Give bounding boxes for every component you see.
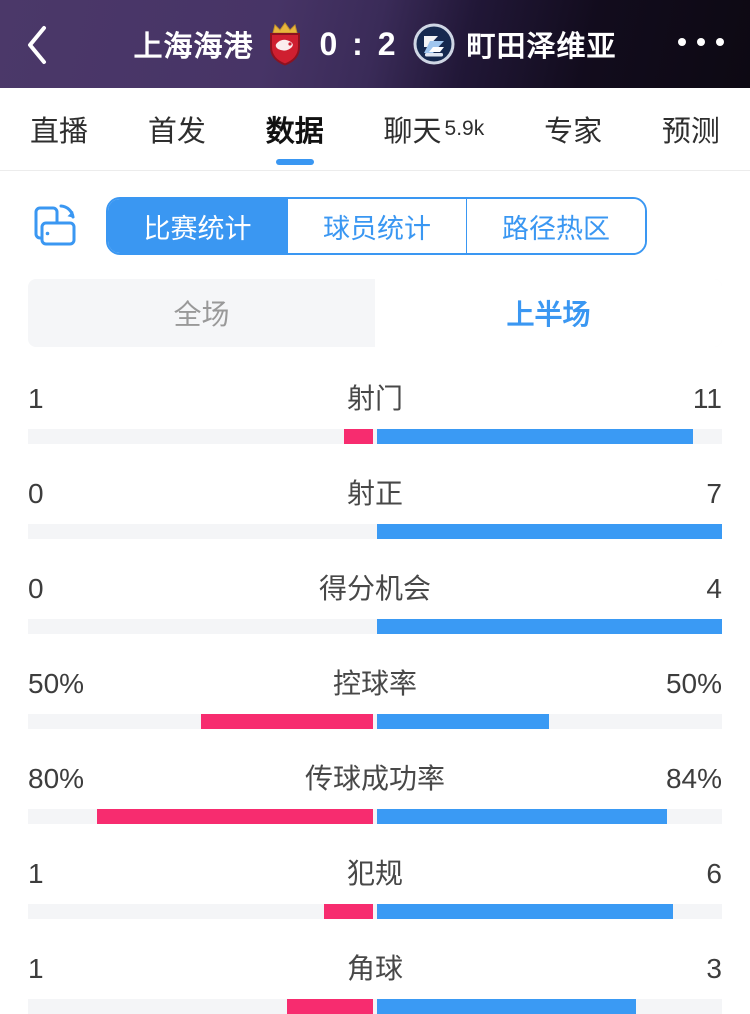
ellipsis-dot-icon xyxy=(697,38,705,46)
nav-tab-数据[interactable]: 数据 xyxy=(264,88,326,170)
chevron-left-icon xyxy=(28,26,46,64)
away-stat-bar xyxy=(377,904,673,919)
match-score-bar: 上海海港 0 : 2 町田泽维亚 xyxy=(133,21,616,67)
home-stat-bar xyxy=(286,999,373,1014)
stat-bar-track xyxy=(28,904,722,919)
rotate-screen-icon xyxy=(34,204,76,246)
home-stat-bar xyxy=(200,714,373,729)
away-team-badge-icon xyxy=(413,23,455,65)
stat-name: 传球成功率 xyxy=(304,763,445,794)
home-stat-bar xyxy=(344,429,373,444)
stat-row-传球成功率: 80% 传球成功率 84% xyxy=(28,757,722,824)
stat-name: 射正 xyxy=(346,478,403,509)
away-stat-value: 11 xyxy=(692,383,722,414)
stat-labels: 0 射正 7 xyxy=(28,472,722,512)
stat-tab-比赛统计[interactable]: 比赛统计 xyxy=(108,199,287,253)
away-stat-bar xyxy=(377,524,722,539)
stat-labels: 80% 传球成功率 84% xyxy=(28,757,722,797)
stat-controls-row: 比赛统计 球员统计 路径热区 xyxy=(28,197,722,255)
nav-tab-首发[interactable]: 首发 xyxy=(146,88,208,170)
stat-tab-球员统计[interactable]: 球员统计 xyxy=(287,199,466,253)
stat-labels: 1 射门 11 xyxy=(28,377,722,417)
stat-row-犯规: 1 犯规 6 xyxy=(28,852,722,919)
away-stat-value: 84% xyxy=(665,763,722,794)
nav-tab-label: 首发 xyxy=(147,116,206,148)
stat-name: 控球率 xyxy=(332,668,417,699)
away-team-name: 町田泽维亚 xyxy=(466,31,617,63)
nav-tab-直播[interactable]: 直播 xyxy=(28,88,90,170)
period-tab-上半场[interactable]: 上半场 xyxy=(375,279,722,347)
away-stat-value: 4 xyxy=(706,573,722,604)
stat-labels: 0 得分机会 4 xyxy=(28,567,722,607)
score-text: 0 : 2 xyxy=(319,25,399,62)
nav-tab-label: 聊天 xyxy=(383,116,442,148)
home-stat-bar xyxy=(323,904,373,919)
away-stat-bar xyxy=(377,714,550,729)
stat-labels: 50% 控球率 50% xyxy=(28,662,722,702)
away-stat-bar xyxy=(377,619,722,634)
home-stat-value: 50% xyxy=(28,668,85,699)
match-stats-list: 1 射门 11 0 射正 7 0 得分机会 4 50% 控球率 50% 80% 传球成功率 84% 1 犯规 6 1… xyxy=(28,377,722,1014)
ellipsis-dot-icon xyxy=(678,38,686,46)
rotate-screen-button[interactable] xyxy=(28,198,82,254)
home-stat-value: 1 xyxy=(28,858,44,889)
away-stat-bar xyxy=(377,809,667,824)
away-stat-value: 7 xyxy=(706,478,722,509)
stat-name: 射门 xyxy=(346,383,403,414)
stat-row-角球: 1 角球 3 xyxy=(28,947,722,1014)
away-stat-value: 50% xyxy=(665,668,722,699)
home-team-badge-icon xyxy=(270,22,301,66)
nav-tab-bar: 直播 首发 数据 聊天 5.9k 专家 预测 xyxy=(0,88,750,171)
home-stat-value: 0 xyxy=(28,573,44,604)
back-button[interactable] xyxy=(24,24,50,66)
stat-bar-track xyxy=(28,809,722,824)
away-stat-bar xyxy=(377,999,636,1014)
period-toggle: 全场 上半场 xyxy=(28,279,722,347)
nav-tab-count-badge: 5.9k xyxy=(444,117,485,140)
stat-bar-track xyxy=(28,619,722,634)
period-tab-全场[interactable]: 全场 xyxy=(173,299,230,330)
stat-bar-track xyxy=(28,524,722,539)
home-stat-value: 1 xyxy=(28,383,44,414)
stat-labels: 1 犯规 6 xyxy=(28,852,722,892)
home-stat-bar xyxy=(97,809,373,824)
nav-tab-label: 专家 xyxy=(544,116,603,148)
stat-bar-track xyxy=(28,999,722,1014)
stat-row-射门: 1 射门 11 xyxy=(28,377,722,444)
stat-row-控球率: 50% 控球率 50% xyxy=(28,662,722,729)
stat-labels: 1 角球 3 xyxy=(28,947,722,987)
nav-tab-预测[interactable]: 预测 xyxy=(660,88,722,170)
stat-type-segmented-control: 比赛统计 球员统计 路径热区 xyxy=(106,197,647,255)
home-stat-value: 0 xyxy=(28,478,44,509)
nav-tab-专家[interactable]: 专家 xyxy=(542,88,604,170)
stat-name: 犯规 xyxy=(346,858,403,889)
ellipsis-dot-icon xyxy=(716,38,724,46)
away-stat-value: 6 xyxy=(706,858,722,889)
away-stat-bar xyxy=(377,429,694,444)
stat-name: 得分机会 xyxy=(318,573,431,604)
stat-row-得分机会: 0 得分机会 4 xyxy=(28,567,722,634)
home-team-name: 上海海港 xyxy=(133,31,254,63)
stat-row-射正: 0 射正 7 xyxy=(28,472,722,539)
stat-bar-track xyxy=(28,714,722,729)
nav-tab-label: 预测 xyxy=(661,116,720,148)
match-header: 上海海港 0 : 2 町田泽维亚 xyxy=(0,0,750,88)
stat-bar-track xyxy=(28,429,722,444)
stat-tab-路径热区[interactable]: 路径热区 xyxy=(466,199,645,253)
nav-tab-聊天[interactable]: 聊天 5.9k xyxy=(382,88,487,170)
more-menu-button[interactable] xyxy=(678,38,724,46)
stat-name: 角球 xyxy=(346,953,403,984)
home-stat-value: 80% xyxy=(28,763,85,794)
nav-tab-label: 数据 xyxy=(265,116,324,148)
nav-tab-label: 直播 xyxy=(30,116,89,148)
